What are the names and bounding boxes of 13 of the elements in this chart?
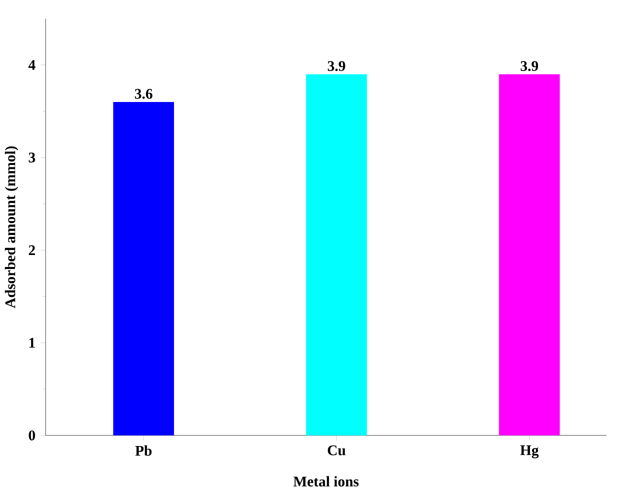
x-tick-label: Hg [520,445,539,458]
y-tick-label: 3 [28,152,36,162]
data-label: 3.6 [134,88,152,99]
y-tick-label: 1 [29,338,35,348]
x-tick-label: Cu [328,445,346,456]
x-axis-title: Metal ions [293,476,359,486]
data-label: 3.9 [520,61,538,72]
x-tick-label: Pb [135,445,152,456]
y-tick-label: 2 [28,245,35,255]
data-label: 3.9 [328,61,346,72]
y-axis-title: Adsorbed amount (mmol) [4,146,18,308]
y-tick-label: 0 [28,430,36,440]
y-tick-label: 4 [28,60,36,70]
